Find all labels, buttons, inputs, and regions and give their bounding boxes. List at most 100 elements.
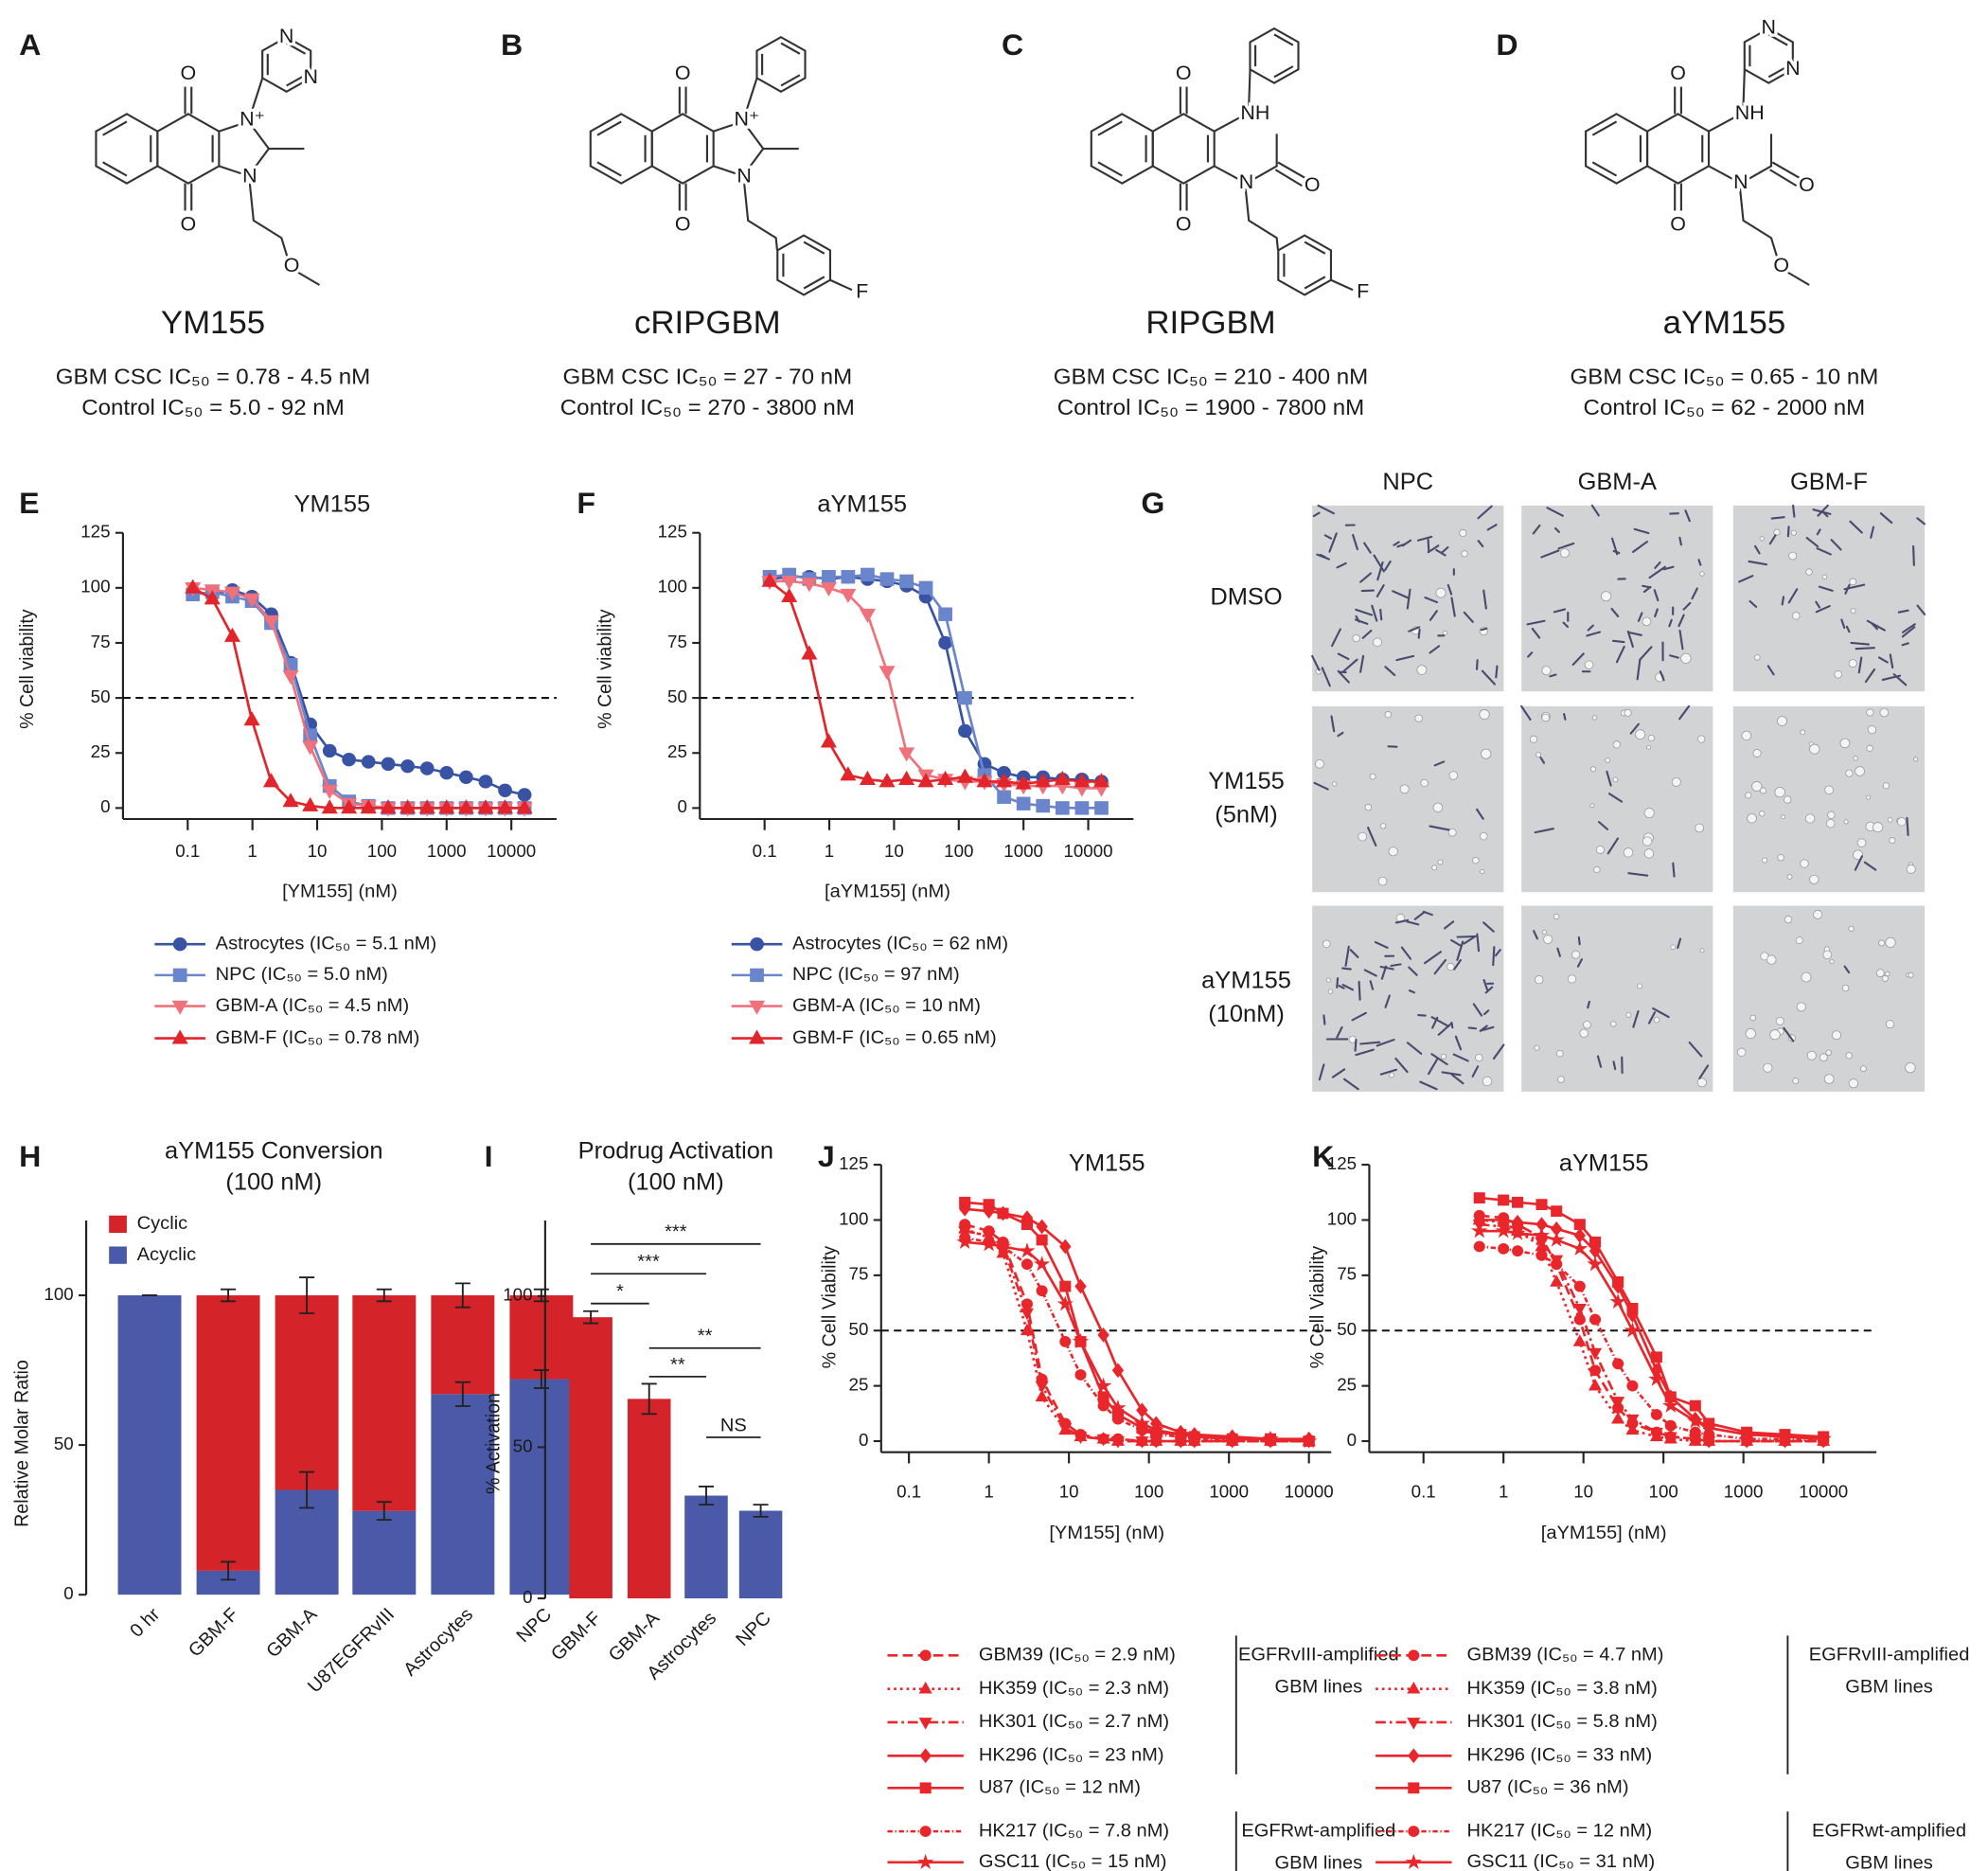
micrograph-cell (1331, 628, 1341, 648)
micrograph-spot (1379, 823, 1387, 829)
legend-swatch (109, 1215, 127, 1234)
marker (1096, 1434, 1110, 1447)
micrograph-spot (1670, 944, 1677, 951)
atom-label: F (856, 281, 868, 303)
micrograph-cell (1748, 560, 1768, 566)
legend-marker (749, 1029, 766, 1044)
micrograph-spot (1593, 865, 1601, 874)
micrograph-cell (1786, 526, 1790, 538)
ic50-range: GBM CSC IC₅₀ = 27 - 70 nM (562, 365, 852, 390)
micrograph-spot (1824, 785, 1835, 795)
micrograph-spot (1867, 725, 1877, 735)
error-bar (221, 1560, 237, 1581)
legend-marker (919, 1782, 932, 1794)
atom-label: O (1670, 62, 1686, 84)
micrograph-spot (1591, 715, 1598, 721)
atom-label: N (242, 166, 257, 187)
micrograph-spot (1887, 817, 1893, 823)
marker (1055, 801, 1070, 815)
bond (1214, 113, 1248, 133)
error-bar (698, 1486, 715, 1506)
marker (1015, 775, 1032, 790)
micrograph-cell (1553, 608, 1567, 614)
bond (1783, 269, 1810, 286)
micrograph-spot (1541, 929, 1547, 935)
panel-letter: K (1312, 1139, 1334, 1173)
marker (1033, 1256, 1051, 1272)
micrograph-cell (1424, 597, 1439, 604)
micrograph-cell (1311, 654, 1321, 671)
micrograph-spot (1461, 550, 1468, 558)
legend-marker (1408, 1826, 1420, 1838)
micrograph-spot (1364, 803, 1373, 811)
bond (780, 42, 801, 55)
micrograph-spot (1589, 766, 1597, 773)
micrograph-spot (1595, 845, 1605, 854)
micrograph-cell (1408, 966, 1418, 976)
atom-label: O (1176, 214, 1192, 236)
micrograph-cell (1430, 1016, 1450, 1027)
micrograph-cell (1417, 1013, 1427, 1017)
legend-marker (171, 1000, 188, 1015)
marker (859, 770, 876, 786)
bond (1249, 27, 1300, 84)
micrograph-spot (1389, 1072, 1394, 1078)
micrograph-spot (1866, 744, 1873, 752)
marker (1036, 1219, 1048, 1235)
marker (917, 773, 934, 788)
legend-label: GBM-F (IC₅₀ = 0.65 nM) (792, 1027, 997, 1048)
micrograph-spot (1790, 529, 1797, 536)
y-tick-label: 50 (54, 1434, 74, 1453)
y-axis-label: % Cell viability (17, 609, 38, 729)
group-label: EGFRvIII-amplified (1809, 1645, 1970, 1666)
micrograph-cell (1413, 911, 1426, 920)
legend-marker (919, 1748, 932, 1764)
micrograph-cell (1313, 781, 1329, 791)
marker (1625, 1422, 1640, 1435)
micrograph-cell (1816, 547, 1832, 556)
legend-marker (172, 936, 187, 952)
micrograph-cell (1815, 605, 1831, 614)
bond (1097, 120, 1123, 136)
marker (380, 799, 397, 814)
y-tick-label: 100 (44, 1284, 73, 1304)
micrograph-cell (1318, 1063, 1325, 1081)
marker (1020, 1323, 1034, 1336)
micrograph-cell (1889, 653, 1894, 669)
micrograph-cell (1379, 608, 1383, 621)
micrograph-cell (1494, 949, 1501, 957)
micrograph-cell (1454, 1035, 1463, 1051)
micrograph-spot (1553, 913, 1560, 920)
bond (780, 74, 801, 87)
panel-letter: J (818, 1139, 835, 1173)
micrograph-cell (1355, 618, 1369, 625)
marker (1573, 1313, 1586, 1326)
micrograph-cell (1738, 575, 1754, 583)
micrograph-cell (1678, 704, 1691, 721)
micrograph-spot (1529, 735, 1538, 743)
micrograph-cell (1597, 821, 1609, 830)
micrograph-spot (1643, 848, 1655, 859)
panel-letter: I (485, 1139, 493, 1173)
marker (1020, 1308, 1034, 1321)
y-tick-label: 100 (1327, 1209, 1357, 1229)
x-tick-label: 10 (1059, 1482, 1079, 1502)
micrograph-cell (1441, 1071, 1462, 1077)
marker (1611, 1412, 1625, 1424)
micrograph-spot (1745, 792, 1752, 799)
micrograph-cell (1429, 610, 1438, 621)
marker (781, 587, 798, 603)
micrograph-cell (1408, 989, 1416, 994)
marker (899, 574, 914, 589)
marker (956, 1233, 973, 1250)
legend-label: GSC11 (IC₅₀ = 15 nM) (979, 1851, 1167, 1871)
marker (1650, 1351, 1662, 1363)
series-line (1479, 1229, 1824, 1440)
micrograph-cell (1396, 543, 1406, 548)
micrograph-cell (1376, 561, 1384, 581)
micrograph-spot (1377, 876, 1388, 886)
y-axis-label: % Cell viability (595, 609, 615, 729)
marker (1186, 1428, 1203, 1444)
marker (419, 761, 435, 775)
marker (1072, 1333, 1090, 1349)
